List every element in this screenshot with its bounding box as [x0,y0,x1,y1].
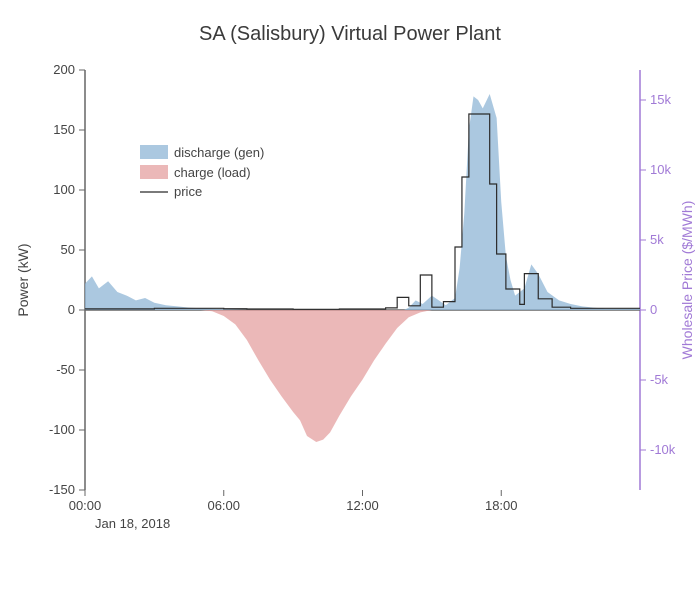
y-left-tick-label: 150 [53,122,75,137]
charge-area [85,310,640,442]
chart-title: SA (Salisbury) Virtual Power Plant [199,23,501,45]
x-tick-label: 18:00 [485,498,518,513]
y-left-label: Power (kW) [15,243,31,316]
y-right-tick-label: -5k [650,372,669,387]
y-right-tick-label: 5k [650,232,664,247]
power-plant-chart: SA (Salisbury) Virtual Power Plant -150 -1… [0,0,700,600]
y-left-tick-label: -100 [49,422,75,437]
x-tick-label: 00:00 [69,498,102,513]
x-tick-label: 12:00 [346,498,379,513]
y-left-tick-label: 50 [61,242,75,257]
legend-swatch-discharge [140,145,168,159]
y-left-tick-label: 200 [53,62,75,77]
y-right-tick-label: 15k [650,92,671,107]
legend-label-price: price [174,184,202,199]
y-right-tick-label: 0 [650,302,657,317]
legend-label-charge: charge (load) [174,165,251,180]
legend-label-discharge: discharge (gen) [174,145,264,160]
price-line [85,114,640,309]
x-tick-label: 06:00 [207,498,240,513]
y-left-tick-label: 0 [68,302,75,317]
legend-swatch-charge [140,165,168,179]
discharge-area [85,94,640,310]
y-right-tick-label: 10k [650,162,671,177]
y-right-label: Wholesale Price ($/MWh) [679,201,695,360]
y-right-tick-label: -10k [650,442,676,457]
y-left-tick-label: -50 [56,362,75,377]
chart-container: SA (Salisbury) Virtual Power Plant -150 -1… [0,0,700,600]
y-left-tick-label: -150 [49,482,75,497]
y-left-tick-label: 100 [53,182,75,197]
x-date-label: Jan 18, 2018 [95,516,170,531]
